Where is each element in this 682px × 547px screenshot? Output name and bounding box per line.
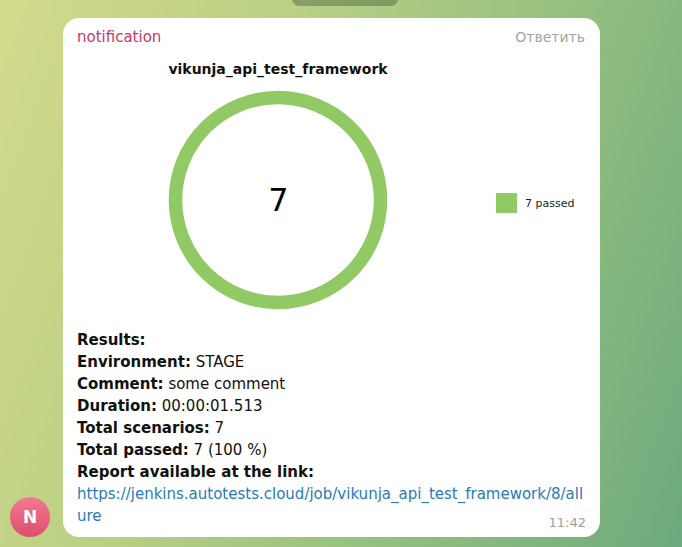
html-text:N: N bbox=[22, 507, 38, 527]
html-text:Comment: some comment: Comment: some comment bbox=[77, 375, 286, 393]
html-text:Environment: STAGE: Environment: STAGE bbox=[77, 353, 245, 371]
html-text:https://jenkins.autotests.clou: https://jenkins.autotests.cloud/job/viku… bbox=[77, 485, 584, 525]
html-text:Results:: Results: bbox=[77, 331, 146, 349]
html-text:Total scenarios: 7: Total scenarios: 7 bbox=[77, 419, 225, 437]
html-text:Duration: 00:00:01.513: Duration: 00:00:01.513 bbox=[77, 397, 263, 415]
html-text:11:42: 11:42 bbox=[548, 515, 586, 530]
html-text:7 passed: 7 passed bbox=[525, 196, 575, 210]
html-text:Report available at the link:: Report available at the link: bbox=[77, 463, 314, 481]
html-text:Ответить: Ответить bbox=[515, 29, 585, 45]
html-text:vikunja_api_test_framework: vikunja_api_test_framework bbox=[168, 61, 388, 77]
html-text:Total passed: 7 (100 %): Total passed: 7 (100 %) bbox=[77, 441, 268, 459]
html-text:notification: notification bbox=[77, 28, 162, 46]
svg-text:7: 7 bbox=[268, 181, 288, 219]
